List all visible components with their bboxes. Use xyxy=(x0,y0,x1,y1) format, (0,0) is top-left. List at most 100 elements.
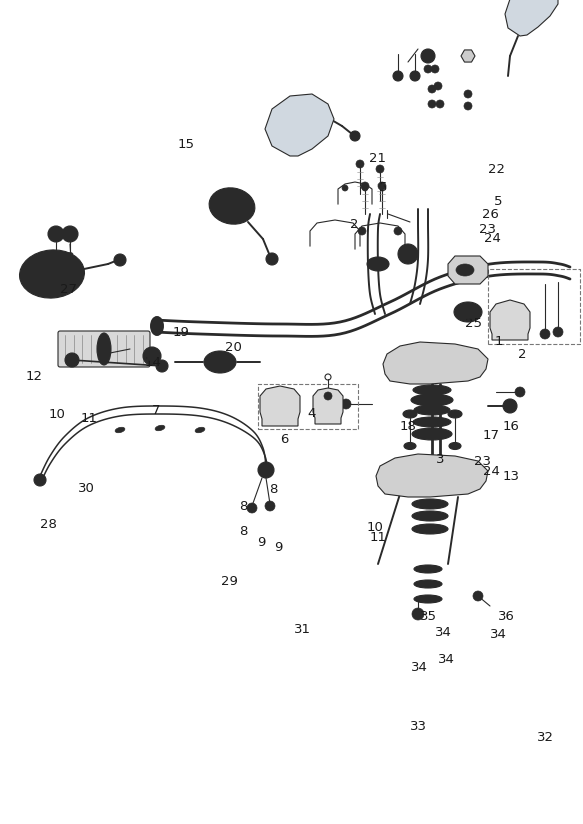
Text: 17: 17 xyxy=(483,428,500,442)
Ellipse shape xyxy=(412,499,448,509)
Polygon shape xyxy=(260,386,300,426)
Circle shape xyxy=(266,253,278,265)
Circle shape xyxy=(350,131,360,141)
Text: 25: 25 xyxy=(465,316,482,330)
Circle shape xyxy=(431,65,439,73)
Ellipse shape xyxy=(367,257,389,271)
Circle shape xyxy=(402,248,414,260)
Text: 35: 35 xyxy=(420,610,437,623)
Ellipse shape xyxy=(67,252,73,255)
Circle shape xyxy=(143,347,161,365)
Text: 26: 26 xyxy=(483,208,499,221)
Text: 10: 10 xyxy=(48,408,65,421)
Ellipse shape xyxy=(403,410,417,418)
Circle shape xyxy=(421,49,435,63)
Ellipse shape xyxy=(416,396,448,404)
Text: 36: 36 xyxy=(498,610,514,623)
Circle shape xyxy=(363,184,367,188)
Ellipse shape xyxy=(115,428,125,433)
Text: 19: 19 xyxy=(173,325,189,339)
Circle shape xyxy=(515,387,525,397)
Circle shape xyxy=(156,360,168,372)
Ellipse shape xyxy=(404,442,416,450)
Ellipse shape xyxy=(53,273,59,275)
Ellipse shape xyxy=(195,428,205,433)
Circle shape xyxy=(62,226,78,242)
Ellipse shape xyxy=(458,305,478,319)
Text: 11: 11 xyxy=(369,531,387,544)
Text: 8: 8 xyxy=(240,500,248,513)
Text: 14: 14 xyxy=(145,356,161,369)
Text: 34: 34 xyxy=(412,661,428,674)
Circle shape xyxy=(48,226,64,242)
Ellipse shape xyxy=(414,565,442,573)
Ellipse shape xyxy=(448,410,462,418)
Ellipse shape xyxy=(53,263,59,265)
Text: 5: 5 xyxy=(494,195,503,208)
Ellipse shape xyxy=(456,264,474,276)
Circle shape xyxy=(342,185,348,191)
Circle shape xyxy=(117,257,123,263)
Polygon shape xyxy=(505,0,558,36)
Ellipse shape xyxy=(418,419,446,425)
Polygon shape xyxy=(448,256,488,284)
Circle shape xyxy=(424,65,432,73)
Text: 24: 24 xyxy=(484,232,501,246)
Circle shape xyxy=(428,85,436,93)
FancyBboxPatch shape xyxy=(58,331,150,367)
Circle shape xyxy=(361,182,369,190)
Ellipse shape xyxy=(412,428,452,440)
Circle shape xyxy=(473,591,483,601)
Text: 3: 3 xyxy=(436,453,444,466)
Text: 33: 33 xyxy=(410,720,427,733)
Ellipse shape xyxy=(371,260,385,268)
Text: 23: 23 xyxy=(474,455,491,468)
Ellipse shape xyxy=(204,351,236,373)
Circle shape xyxy=(358,227,366,235)
Ellipse shape xyxy=(412,511,448,521)
Ellipse shape xyxy=(155,425,165,431)
Ellipse shape xyxy=(454,302,482,322)
Text: 6: 6 xyxy=(280,433,289,446)
Text: 12: 12 xyxy=(25,370,43,383)
Circle shape xyxy=(378,182,386,190)
Text: 10: 10 xyxy=(367,521,383,534)
Ellipse shape xyxy=(97,333,111,365)
Circle shape xyxy=(503,399,517,413)
Ellipse shape xyxy=(412,524,448,534)
Circle shape xyxy=(395,73,401,79)
Text: 11: 11 xyxy=(80,412,97,425)
Polygon shape xyxy=(490,300,530,340)
Ellipse shape xyxy=(419,513,441,519)
Ellipse shape xyxy=(419,526,441,532)
Circle shape xyxy=(380,184,384,188)
Ellipse shape xyxy=(411,394,453,406)
Text: 4: 4 xyxy=(308,407,316,420)
Circle shape xyxy=(114,254,126,266)
Circle shape xyxy=(436,100,444,108)
Text: 16: 16 xyxy=(503,420,519,433)
Text: 22: 22 xyxy=(488,163,505,176)
Ellipse shape xyxy=(413,385,451,395)
Circle shape xyxy=(540,329,550,339)
Ellipse shape xyxy=(209,188,255,224)
Circle shape xyxy=(258,462,274,478)
Text: 27: 27 xyxy=(59,283,77,296)
Text: 2: 2 xyxy=(350,218,358,232)
Ellipse shape xyxy=(67,263,73,265)
Text: 9: 9 xyxy=(257,536,265,549)
Circle shape xyxy=(398,244,418,264)
Ellipse shape xyxy=(449,442,461,450)
Circle shape xyxy=(269,256,275,262)
Polygon shape xyxy=(461,50,475,62)
Ellipse shape xyxy=(413,417,451,427)
Ellipse shape xyxy=(414,580,442,588)
Text: 21: 21 xyxy=(368,152,386,165)
Text: 18: 18 xyxy=(400,420,416,433)
Circle shape xyxy=(147,351,157,361)
Polygon shape xyxy=(313,388,343,424)
Text: 34: 34 xyxy=(438,653,454,666)
Circle shape xyxy=(324,392,332,400)
Text: 13: 13 xyxy=(502,470,519,483)
Text: 32: 32 xyxy=(536,731,554,744)
